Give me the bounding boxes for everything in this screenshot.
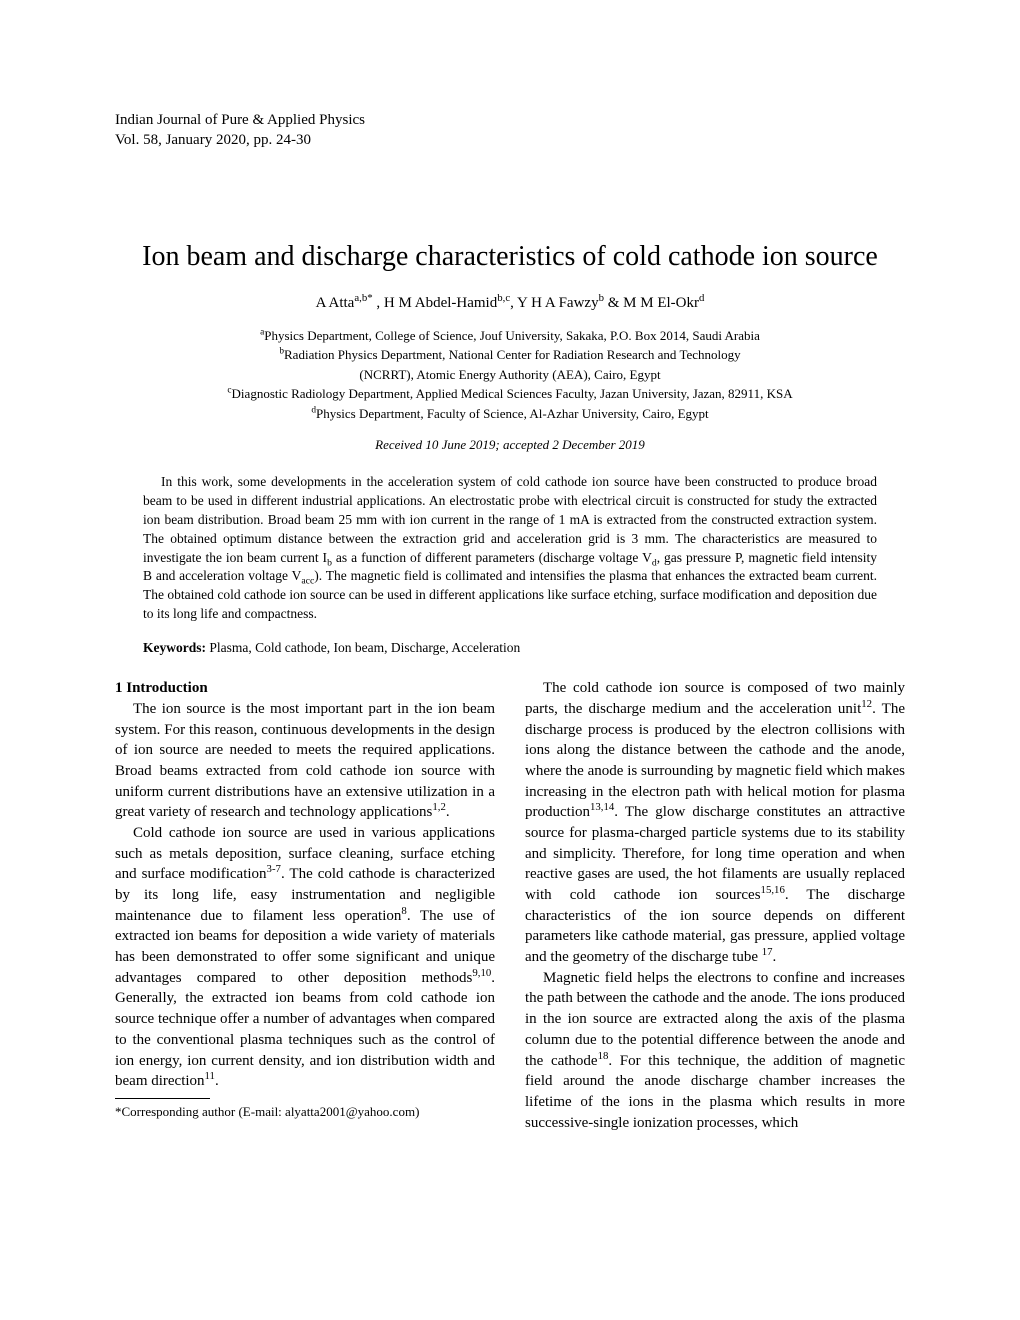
journal-volume: Vol. 58, January 2020, pp. 24-30 [115,130,905,150]
journal-name: Indian Journal of Pure & Applied Physics [115,110,905,130]
affiliation-a: aPhysics Department, College of Science,… [115,326,905,346]
affiliation-b: bRadiation Physics Department, National … [115,345,905,365]
section-1-heading: 1 Introduction [115,678,495,699]
left-para-1: The ion source is the most important par… [115,699,495,823]
received-accepted-dates: Received 10 June 2019; accepted 2 Decemb… [115,437,905,453]
abstract-block: In this work, some developments in the a… [143,473,877,624]
abstract-text: In this work, some developments in the a… [143,474,877,621]
right-para-1: The cold cathode ion source is composed … [525,678,905,968]
right-para-2: Magnetic field helps the electrons to co… [525,968,905,1134]
affiliation-c: cDiagnostic Radiology Department, Applie… [115,384,905,404]
left-column: 1 Introduction The ion source is the mos… [115,678,495,1133]
keywords-label: Keywords: [143,640,206,655]
corresponding-author-footnote: *Corresponding author (E-mail: alyatta20… [115,1103,495,1121]
affiliation-b2: (NCRRT), Atomic Energy Authority (AEA), … [115,365,905,385]
affiliations-block: aPhysics Department, College of Science,… [115,326,905,424]
two-column-body: 1 Introduction The ion source is the mos… [115,678,905,1133]
keywords-line: Keywords: Plasma, Cold cathode, Ion beam… [143,640,877,656]
authors-line: A Attaa,b* , H M Abdel-Hamidb,c, Y H A F… [115,295,905,312]
footnote-divider [115,1098,210,1099]
keywords-text: Plasma, Cold cathode, Ion beam, Discharg… [206,640,520,655]
article-title: Ion beam and discharge characteristics o… [115,241,905,273]
left-para-2: Cold cathode ion source are used in vari… [115,823,495,1092]
right-column: The cold cathode ion source is composed … [525,678,905,1133]
affiliation-d: dPhysics Department, Faculty of Science,… [115,404,905,424]
journal-header: Indian Journal of Pure & Applied Physics… [115,110,905,151]
